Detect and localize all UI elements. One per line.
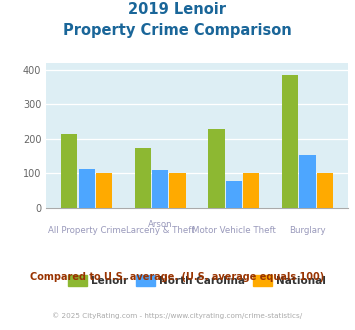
Bar bbox=[169, 173, 186, 208]
Text: All Property Crime: All Property Crime bbox=[48, 226, 126, 235]
Legend: Lenoir, North Carolina, National: Lenoir, North Carolina, National bbox=[64, 271, 331, 290]
Bar bbox=[96, 173, 112, 208]
Text: Larceny & Theft: Larceny & Theft bbox=[126, 226, 195, 235]
Bar bbox=[226, 181, 242, 208]
Text: Burglary: Burglary bbox=[289, 226, 326, 235]
Text: Compared to U.S. average. (U.S. average equals 100): Compared to U.S. average. (U.S. average … bbox=[31, 272, 324, 282]
Text: Arson: Arson bbox=[148, 220, 173, 229]
Text: Property Crime Comparison: Property Crime Comparison bbox=[63, 23, 292, 38]
Bar bbox=[317, 173, 333, 208]
Text: Motor Vehicle Theft: Motor Vehicle Theft bbox=[192, 226, 276, 235]
Bar bbox=[282, 75, 298, 208]
Bar bbox=[152, 170, 168, 208]
Bar bbox=[243, 173, 259, 208]
Bar bbox=[78, 169, 95, 208]
Text: © 2025 CityRating.com - https://www.cityrating.com/crime-statistics/: © 2025 CityRating.com - https://www.city… bbox=[53, 312, 302, 318]
Bar bbox=[61, 134, 77, 208]
Bar bbox=[299, 155, 316, 208]
Bar bbox=[135, 148, 151, 208]
Text: 2019 Lenoir: 2019 Lenoir bbox=[129, 2, 226, 16]
Bar bbox=[208, 129, 225, 208]
